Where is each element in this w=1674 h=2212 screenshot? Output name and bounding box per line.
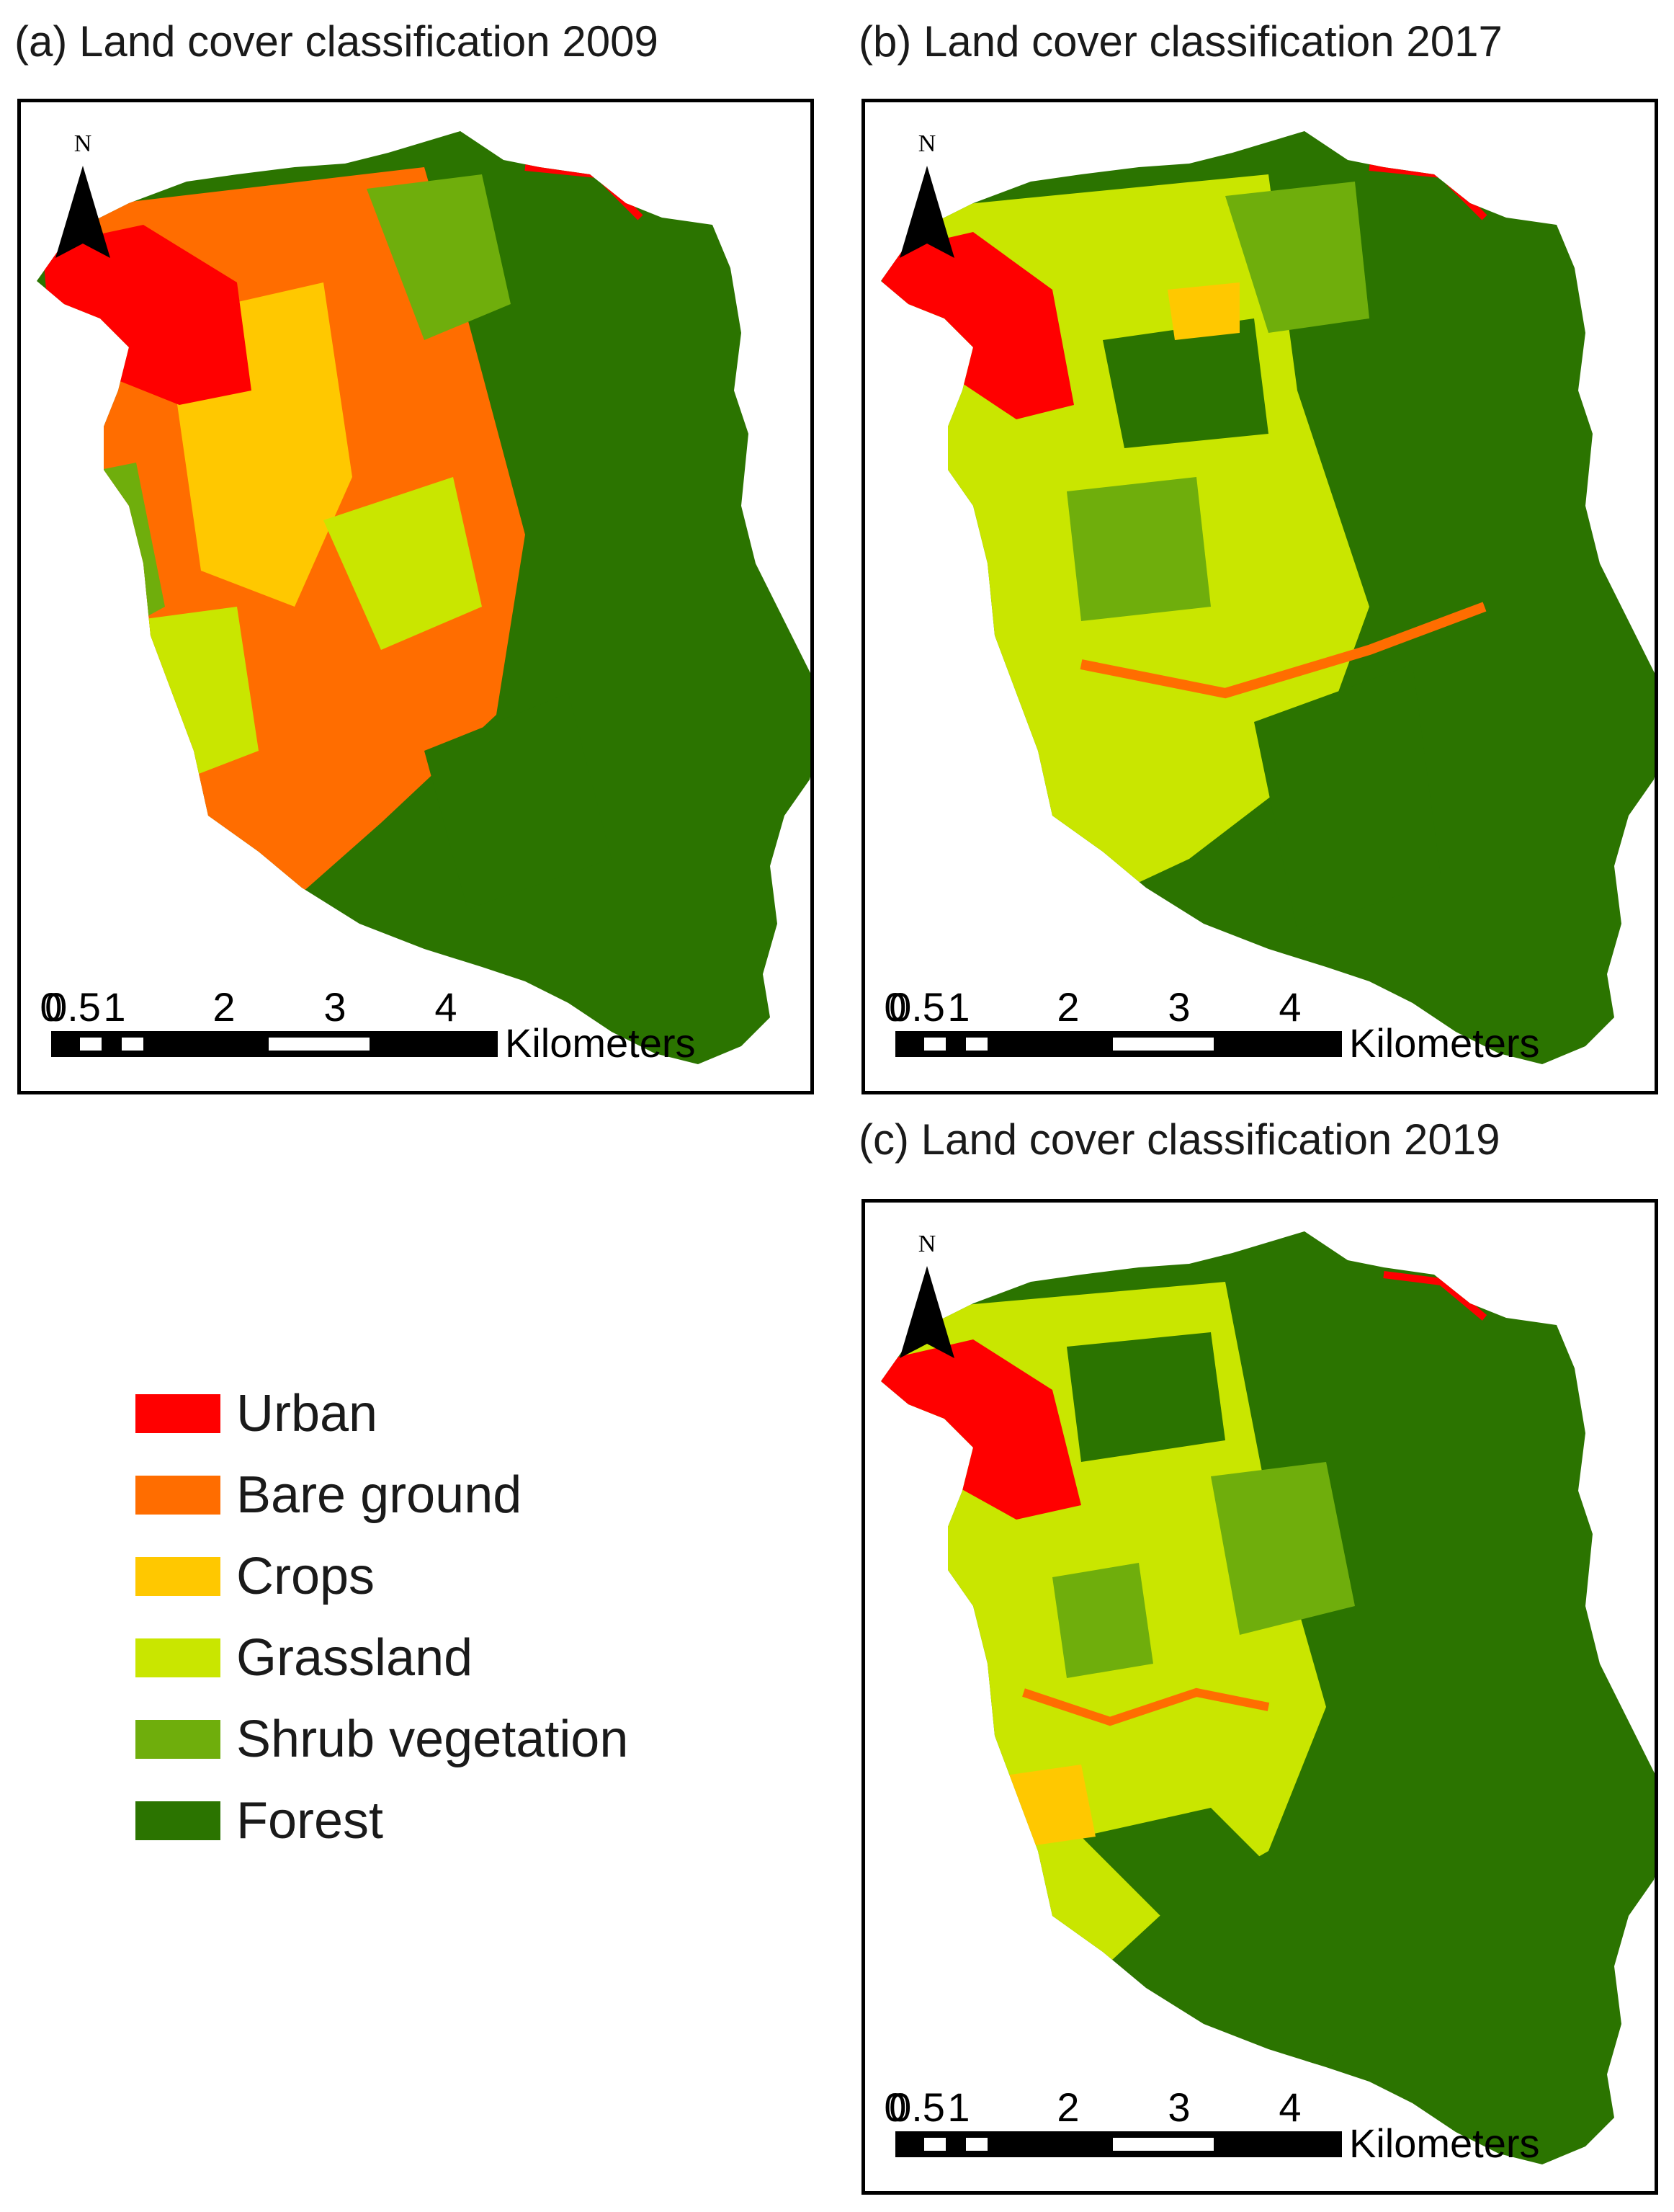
panel-title-a: (a) Land cover classification 2009 — [14, 17, 658, 66]
scale-tick-label: 4 — [434, 984, 457, 1030]
scale-bar-a: 00.5 1 2 3 4 Kilometers — [40, 984, 695, 1066]
scale-bar-segment — [924, 1038, 946, 1051]
scale-tick-label: 2 — [212, 984, 235, 1030]
forest-patch-b-south — [1254, 664, 1441, 931]
scale-bar-segment — [80, 1038, 102, 1051]
scale-unit-label: Kilometers — [1349, 2120, 1540, 2166]
legend-item-urban: Urban — [135, 1373, 628, 1454]
crops-patch-c — [980, 1765, 1096, 1851]
forest-diagonal-c — [1081, 1808, 1413, 2067]
legend-label-urban: Urban — [236, 1384, 378, 1442]
north-arrow-b: N — [900, 130, 954, 258]
shrub-patch-c2 — [1052, 1563, 1153, 1678]
legend-swatch-crops — [135, 1556, 220, 1596]
north-arrow-a: N — [55, 130, 110, 258]
scale-tick-label: 3 — [1168, 2084, 1190, 2130]
legend-item-grassland: Grassland — [135, 1617, 628, 1698]
scale-tick-label: 2 — [1057, 2084, 1079, 2130]
scale-bar-segment — [966, 1038, 988, 1051]
scale-bar-b: 00.5 1 2 3 4 Kilometers — [884, 984, 1539, 1066]
scale-tick-label: 2 — [1057, 984, 1079, 1030]
scale-tick-label: 0.5 — [45, 984, 101, 1030]
north-arrow-icon-a — [55, 166, 110, 258]
legend-swatch-forest — [135, 1801, 220, 1840]
scale-bar-segment — [1113, 2138, 1214, 2151]
scale-tick-label: 1 — [103, 984, 125, 1030]
legend-swatch-urban — [135, 1393, 220, 1433]
shrub-patch-a1 — [367, 174, 511, 340]
scale-bar-segment — [924, 2138, 946, 2151]
legend-item-bare-ground: Bare ground — [135, 1454, 628, 1535]
scale-tick-label: 0.5 — [889, 2084, 945, 2130]
bare-ground-south-b — [966, 823, 1052, 902]
north-arrow-label-b: N — [918, 130, 936, 157]
scale-tick-label: 0 — [884, 2084, 906, 2130]
shrub-patch-b2 — [1067, 477, 1211, 621]
legend-label-bare-ground: Bare ground — [236, 1466, 522, 1524]
scale-tick-label: 0 — [40, 984, 62, 1030]
urban-region-c — [881, 1339, 1081, 1520]
map-frame-c: N 0 0.5 1 2 3 4 Kilometers — [861, 1199, 1658, 2195]
scale-tick-label: 3 — [1168, 984, 1190, 1030]
map-a: N 00.5 1 2 3 4 Kilometers — [37, 130, 810, 1066]
legend-item-crops: Crops — [135, 1535, 628, 1617]
scale-tick-label: 1 — [947, 2084, 970, 2130]
panel-title-b: (b) Land cover classification 2017 — [859, 17, 1503, 66]
scale-bar-segment — [1113, 1038, 1214, 1051]
legend-item-forest: Forest — [135, 1780, 628, 1861]
legend-label-grassland: Grassland — [236, 1628, 473, 1687]
crops-patch-b — [1168, 282, 1240, 340]
scale-unit-label: Kilometers — [1349, 1020, 1540, 1066]
legend-item-shrub-vegetation: Shrub vegetation — [135, 1698, 628, 1780]
scale-unit-label: Kilometers — [505, 1020, 696, 1066]
map-b: N 00.5 1 2 3 4 Kilometers — [881, 130, 1655, 1066]
panel-title-c: (c) Land cover classification 2019 — [859, 1115, 1500, 1164]
legend-swatch-bare-ground — [135, 1475, 220, 1515]
north-arrow-label-a: N — [74, 130, 92, 157]
scale-tick-label: 0.5 — [889, 984, 945, 1030]
map-c: N 00.5 1 2 3 4 Kilometers — [881, 1231, 1655, 2166]
scale-tick-label: 0 — [884, 984, 906, 1030]
legend-label-forest: Forest — [236, 1791, 384, 1850]
legend-label-crops: Crops — [236, 1547, 375, 1605]
forest-patch-a-center — [424, 693, 612, 909]
shrub-patch-b1 — [1225, 182, 1369, 333]
north-arrow-icon-b — [900, 166, 954, 258]
scale-bar-segment — [122, 1038, 143, 1051]
forest-patch-c-north — [1067, 1332, 1225, 1462]
grassland-patch-a1 — [323, 477, 482, 650]
bare-ground-strip-b — [1080, 602, 1487, 699]
map-frame-b: N 0 0.5 1 2 3 4 Kilometers — [861, 99, 1658, 1094]
scale-tick-label: 3 — [323, 984, 346, 1030]
scale-bar-segment — [966, 2138, 988, 2151]
legend-swatch-shrub-vegetation — [135, 1719, 220, 1759]
forest-patch-b-center — [1103, 318, 1268, 448]
legend-label-shrub-vegetation: Shrub vegetation — [236, 1710, 629, 1768]
scale-tick-label: 4 — [1279, 2084, 1301, 2130]
scale-bar-segment — [269, 1038, 370, 1051]
north-arrow-label-c: N — [918, 1231, 936, 1257]
scale-bar-c: 00.5 1 2 3 4 Kilometers — [884, 2084, 1539, 2166]
map-frame-a: N 0 0.5 1 2 3 4 Kilometers — [17, 99, 814, 1094]
shrub-patch-c1 — [1211, 1462, 1355, 1635]
scale-tick-label: 4 — [1279, 984, 1301, 1030]
bare-ground-strip-c — [1022, 1687, 1270, 1726]
scale-tick-label: 1 — [947, 984, 970, 1030]
north-arrow-icon-c — [900, 1266, 954, 1358]
legend: Urban Bare ground Crops Grassland Shrub … — [135, 1373, 628, 1861]
north-arrow-c: N — [900, 1231, 954, 1358]
urban-region-b — [881, 232, 1074, 419]
urban-ridge-c — [1383, 1271, 1487, 1321]
legend-swatch-grassland — [135, 1638, 220, 1677]
